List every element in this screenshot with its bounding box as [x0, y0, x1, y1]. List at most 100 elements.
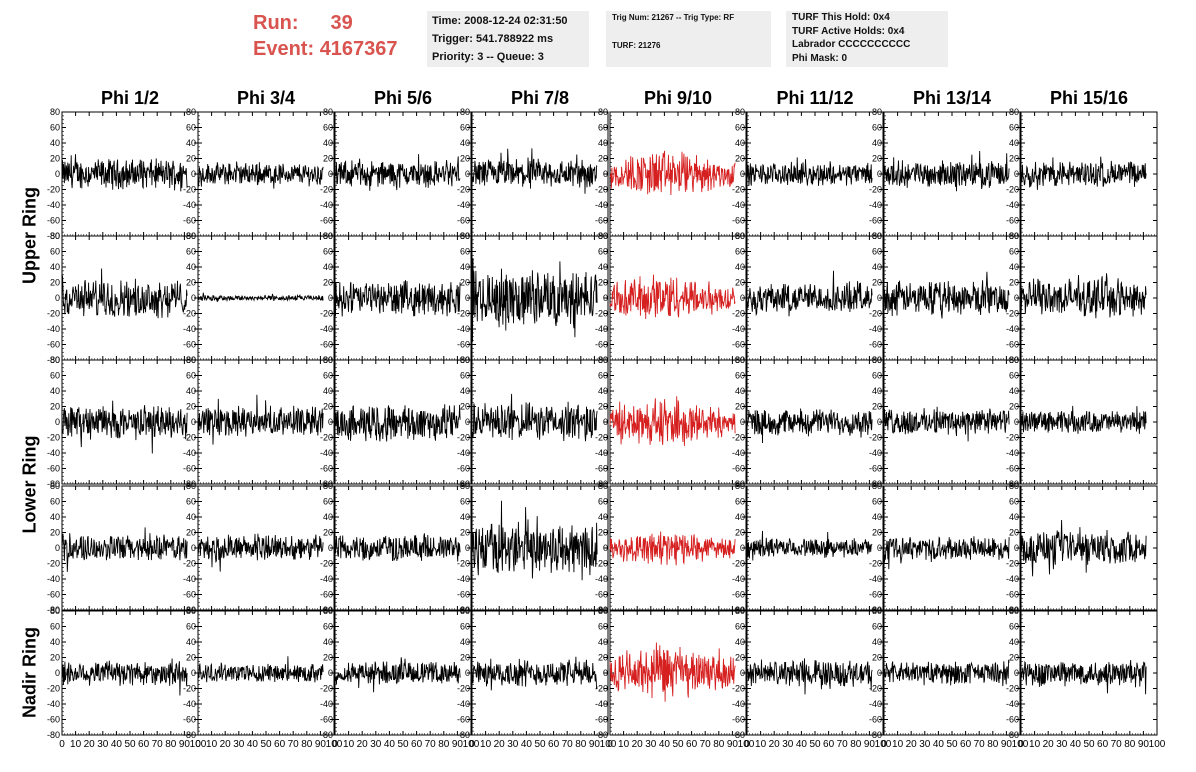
y-tick-label: -80 [183, 605, 196, 615]
y-tick-label: -20 [595, 309, 608, 319]
y-tick-label: -40 [320, 448, 333, 458]
y-tick-label: 60 [735, 247, 745, 257]
y-tick-label: 80 [872, 107, 882, 117]
waveform-trace [609, 150, 736, 196]
y-tick-label: -20 [320, 559, 333, 569]
y-tick-label: -60 [869, 464, 882, 474]
waveform-trace [471, 500, 598, 581]
y-tick-label: -60 [47, 216, 60, 226]
y-tick-label: 60 [1009, 247, 1019, 257]
y-tick-label: 60 [598, 497, 608, 507]
y-tick-label: 20 [735, 154, 745, 164]
y-tick-label: -20 [1006, 433, 1019, 443]
run-event-box: Run: 39 Event: 4167367 [253, 10, 398, 62]
y-tick-label: 60 [598, 371, 608, 381]
y-tick-label: -60 [869, 216, 882, 226]
x-tick-label: 100 [190, 739, 207, 750]
y-tick-label: 0 [55, 668, 60, 678]
y-tick-label: 40 [323, 262, 333, 272]
y-tick-label: 60 [186, 247, 196, 257]
y-tick-label: 80 [323, 481, 333, 491]
y-tick-label: 40 [1009, 262, 1019, 272]
y-tick-label: 0 [1014, 169, 1019, 179]
y-tick-label: 40 [872, 386, 882, 396]
y-tick-label: 0 [191, 417, 196, 427]
y-tick-label: 60 [872, 497, 882, 507]
y-tick-label: 60 [323, 497, 333, 507]
y-tick-label: 0 [740, 417, 745, 427]
y-tick-label: -40 [869, 324, 882, 334]
x-tick-label: 80 [301, 739, 313, 750]
y-tick-label: 60 [186, 123, 196, 133]
y-tick-label: 40 [186, 637, 196, 647]
y-tick-label: -20 [457, 309, 470, 319]
y-tick-label: 40 [735, 262, 745, 272]
waveform-trace [334, 154, 461, 191]
y-tick-label: 20 [460, 402, 470, 412]
y-tick-label: -20 [869, 559, 882, 569]
priority-text: Priority: 3 -- Queue: 3 [432, 51, 544, 63]
y-tick-label: -20 [320, 309, 333, 319]
y-tick-label: -60 [595, 590, 608, 600]
y-tick-label: 0 [328, 417, 333, 427]
y-tick-label: -80 [47, 730, 60, 740]
y-tick-label: -40 [47, 448, 60, 458]
phi-label: Phi 9/10 [643, 88, 713, 108]
waveform-trace [883, 150, 1010, 192]
y-tick-label: 60 [186, 622, 196, 632]
y-tick-label: -60 [320, 590, 333, 600]
x-tick-label: 0 [469, 739, 475, 750]
y-tick-label: -20 [320, 185, 333, 195]
turf-info-box: TURF This Hold: 0x4 TURF Active Holds: 0… [786, 11, 948, 67]
y-tick-label: 40 [598, 637, 608, 647]
y-tick-label: -20 [732, 559, 745, 569]
y-tick-label: 0 [1014, 417, 1019, 427]
y-tick-label: -60 [457, 715, 470, 725]
y-tick-label: -80 [457, 730, 470, 740]
y-tick-label: 80 [735, 107, 745, 117]
y-tick-label: -60 [1006, 216, 1019, 226]
y-tick-label: 80 [460, 355, 470, 365]
y-tick-label: -80 [183, 730, 196, 740]
y-tick-label: 20 [735, 402, 745, 412]
y-tick-label: 60 [460, 247, 470, 257]
waveform-trace [746, 530, 873, 561]
y-tick-label: 20 [598, 278, 608, 288]
y-tick-label: 40 [598, 386, 608, 396]
y-tick-label: -40 [1006, 448, 1019, 458]
y-tick-label: 20 [598, 653, 608, 663]
waveform-trace [334, 404, 461, 442]
y-tick-label: 60 [872, 371, 882, 381]
y-tick-label: -20 [1006, 185, 1019, 195]
y-tick-label: -60 [47, 715, 60, 725]
y-tick-label: -60 [457, 590, 470, 600]
y-tick-label: -40 [47, 200, 60, 210]
y-tick-label: -60 [732, 590, 745, 600]
y-tick-label: 80 [598, 355, 608, 365]
y-tick-label: 40 [598, 262, 608, 272]
y-tick-label: -60 [732, 464, 745, 474]
x-tick-label: 90 [179, 739, 191, 750]
x-tick-label: 30 [233, 739, 245, 750]
y-tick-label: -60 [457, 216, 470, 226]
y-tick-label: 40 [1009, 138, 1019, 148]
y-tick-label: 60 [186, 497, 196, 507]
y-tick-label: 80 [872, 481, 882, 491]
waveform-trace [197, 656, 324, 683]
y-tick-label: -40 [320, 699, 333, 709]
y-tick-label: -20 [457, 559, 470, 569]
y-tick-label: 40 [1009, 386, 1019, 396]
y-tick-label: -40 [183, 574, 196, 584]
y-tick-label: 0 [191, 668, 196, 678]
y-tick-label: 60 [50, 497, 60, 507]
y-tick-label: 0 [191, 293, 196, 303]
y-tick-label: 80 [50, 481, 60, 491]
